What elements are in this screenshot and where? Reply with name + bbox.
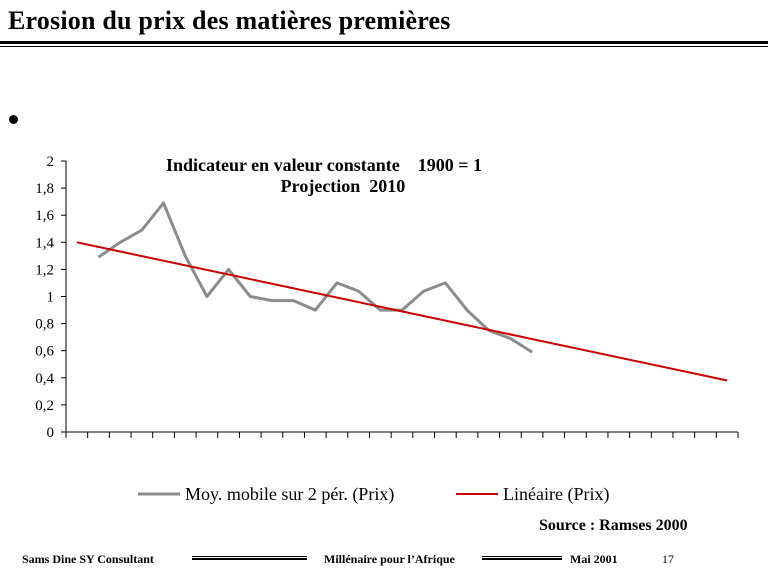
y-tick-label: 1,2 (35, 262, 54, 278)
source-note: Source : Ramses 2000 (539, 517, 688, 534)
y-tick-label: 0 (47, 425, 55, 441)
y-tick-label: 2 (47, 154, 55, 170)
chart-axes: 0 0,2 0,4 0,6 0,8 1 1,2 1,4 1,6 1,8 2 (35, 154, 739, 441)
y-tick-label: 0,4 (35, 371, 54, 387)
title-rule-thin (0, 46, 768, 47)
y-tick-label: 1 (47, 290, 55, 306)
y-tick-label: 1,8 (35, 181, 54, 197)
y-tick-label: 0,2 (35, 398, 54, 414)
slide-title: Erosion du prix des matières premières (8, 6, 451, 35)
chart-title: Indicateur en valeur constante 1900 = 1 (166, 155, 482, 175)
footer-author: Sams Dine SY Consultant (22, 552, 154, 566)
y-tick-label: 1,4 (35, 235, 54, 251)
footer-rule (192, 556, 307, 560)
linear-trend-line (76, 241, 728, 382)
chart-legend: Moy. mobile sur 2 pér. (Prix) Linéaire (P… (138, 484, 609, 505)
chart-marks (76, 201, 728, 382)
legend-label: Linéaire (Prix) (503, 484, 609, 505)
y-tick-label: 0,8 (35, 317, 54, 333)
title-rule (0, 41, 768, 44)
chart-subtitle: Projection 2010 (281, 176, 406, 196)
page-number: 17 (662, 552, 674, 566)
footer-event: Millénaire pour l’Afrique (324, 552, 455, 566)
y-tick-label: 0,6 (35, 344, 54, 360)
y-tick-label: 1,6 (35, 208, 54, 224)
footer: Sams Dine SY Consultant Millénaire pour … (0, 548, 768, 570)
footer-date: Mai 2001 (570, 552, 618, 566)
footer-rule (482, 556, 562, 560)
bullet-point (9, 115, 18, 124)
legend-label: Moy. mobile sur 2 pér. (Prix) (185, 484, 394, 505)
moving-average-line (97, 201, 533, 354)
